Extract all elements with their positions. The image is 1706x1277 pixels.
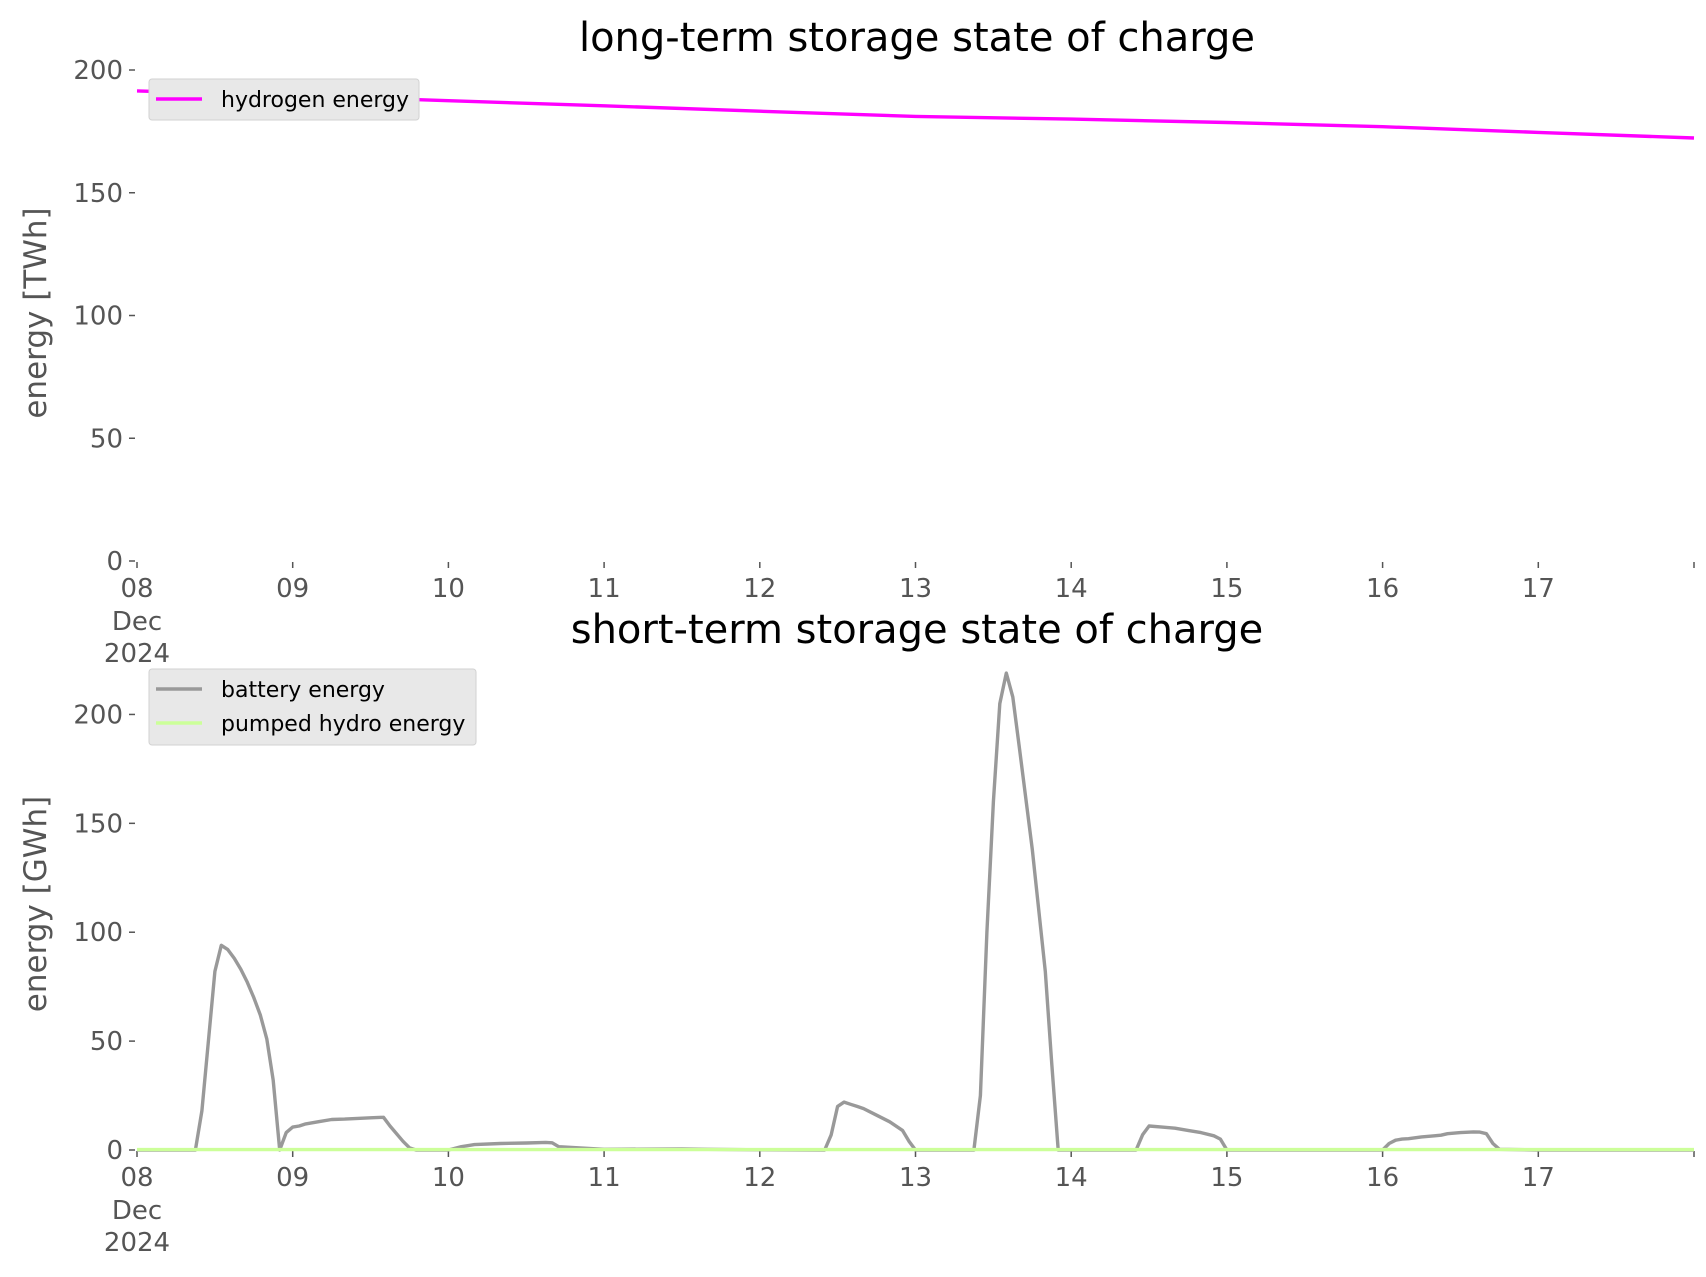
y-tick-label: 150 [73,809,123,839]
x-tick-label: 14 [1055,574,1088,604]
chart-title: short-term storage state of charge [571,607,1264,653]
y-tick-label: 50 [90,1027,123,1057]
x-tick-label: 12 [743,574,776,604]
x-tick-label: 16 [1366,574,1399,604]
y-tick-label: 0 [106,547,123,577]
x-tick-label: 15 [1210,1163,1243,1193]
x-tick-label: 12 [743,1163,776,1193]
legend: hydrogen energy [148,78,420,121]
x-tick-label: 16 [1366,1163,1399,1193]
y-axis-label: energy [TWh] [18,207,54,418]
legend-label: hydrogen energy [221,88,409,113]
legend: battery energy pumped hydro energy [148,668,477,746]
series-group [137,671,1694,1152]
x-tick-label: 17 [1522,574,1555,604]
x-tick-label: 15 [1210,574,1243,604]
x-tick-label: 17 [1522,1163,1555,1193]
short-term-chart: short-term storage state of charge energ… [18,607,1695,1258]
x-tick-label: 11 [588,1163,621,1193]
legend-box [148,668,477,746]
x-tick-sublabel: Dec [112,1196,162,1226]
x-tick-sublabel: Dec [112,607,162,637]
x-tick-label: 10 [432,1163,465,1193]
legend-label: pumped hydro energy [221,712,465,737]
y-tick-label: 0 [106,1136,123,1166]
y-tick-label: 50 [90,424,123,454]
x-tick-label: 11 [588,574,621,604]
series-line-battery-energy [137,671,1694,1152]
chart-title: long-term storage state of charge [579,15,1255,61]
x-tick-sublabel: 2024 [104,1228,170,1258]
x-tick-label: 10 [432,574,465,604]
y-tick-label: 100 [73,918,123,948]
y-ticks: 0 50 100 150 200 [73,700,135,1166]
y-tick-label: 200 [73,700,123,730]
y-tick-label: 100 [73,302,123,332]
y-ticks: 0 50 100 150 200 [73,56,135,577]
legend-label: battery energy [221,678,385,703]
y-tick-label: 200 [73,56,123,86]
x-tick-label: 08 [120,1163,153,1193]
legend-box [148,78,420,121]
x-tick-label: 09 [276,574,309,604]
x-tick-label: 13 [899,574,932,604]
x-tick-label: 14 [1055,1163,1088,1193]
x-tick-label: 08 [120,574,153,604]
x-tick-sublabel: 2024 [104,639,170,669]
x-tick-label: 13 [899,1163,932,1193]
long-term-chart: long-term storage state of charge energy… [18,15,1695,669]
x-tick-label: 09 [276,1163,309,1193]
y-axis-label: energy [GWh] [18,796,54,1012]
y-tick-label: 150 [73,179,123,209]
